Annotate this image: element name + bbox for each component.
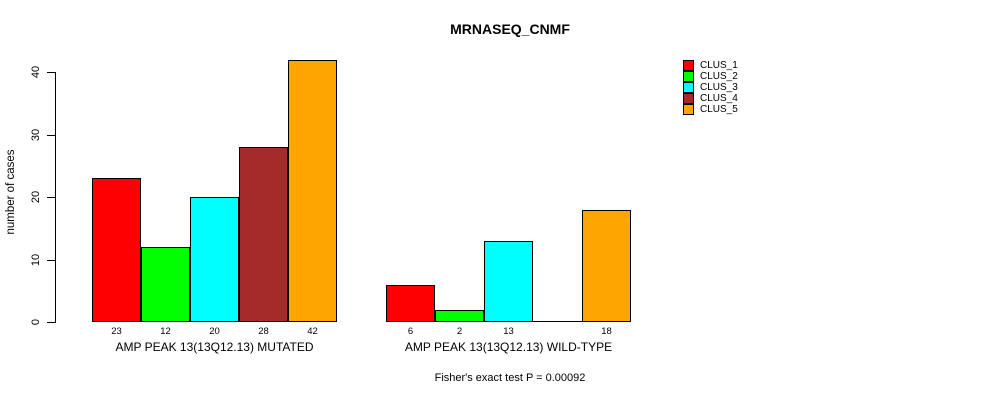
chart-title: MRNASEQ_CNMF [450, 21, 570, 37]
y-axis-tick-label: 0 [30, 318, 42, 326]
bar-value-label: 6 [407, 326, 414, 337]
bar-clus_2 [141, 247, 190, 322]
bar-clus_4 [239, 147, 288, 322]
y-axis-label: number of cases [5, 149, 17, 235]
bar-clus_1 [92, 178, 141, 322]
bar-clus_3 [190, 197, 239, 322]
y-axis-line [55, 72, 56, 323]
legend-color-swatch [683, 82, 694, 93]
bar-clus_4 [533, 321, 582, 322]
legend-color-swatch [683, 71, 694, 82]
bar-clus_2 [435, 309, 484, 322]
x-axis-group-label: AMP PEAK 13(13Q12.13) MUTATED [115, 340, 314, 354]
annotation-text: Fisher's exact test P = 0.00092 [434, 372, 586, 384]
legend-color-swatch [683, 104, 694, 115]
y-axis-tick-label: 40 [30, 65, 42, 79]
legend-item-label: CLUS_5 [700, 104, 738, 115]
y-axis-tick-label: 10 [30, 253, 42, 266]
y-axis-tick-label: 30 [30, 128, 42, 141]
y-axis-tick-label: 20 [30, 190, 42, 204]
bar-value-label: 28 [258, 326, 269, 337]
legend: CLUS_1 CLUS_2 CLUS_3 CLUS_4 CLUS_5 [683, 60, 738, 115]
bar-value-label: 2 [456, 326, 463, 337]
bar-value-label: 20 [209, 326, 220, 337]
legend-color-swatch [683, 60, 694, 71]
legend-item-label: CLUS_1 [700, 60, 738, 71]
y-axis-tick [47, 322, 55, 323]
y-axis-tick [47, 134, 55, 136]
legend-item-clus_3: CLUS_3 [683, 82, 738, 93]
bar-value-label: 18 [601, 326, 612, 337]
legend-item-clus_5: CLUS_5 [683, 104, 738, 115]
legend-item-label: CLUS_3 [700, 82, 738, 93]
bar-value-label: 42 [307, 326, 318, 337]
bar-value-label: 23 [111, 326, 122, 337]
bar-clus_5 [288, 59, 337, 322]
y-axis-tick [47, 197, 55, 198]
bar-value-label: 13 [503, 326, 514, 337]
plot-area: 23 12 20 28 42 AMP PEAK 13(13Q12.13) MUTATED 6… [55, 52, 655, 354]
y-axis-tick [47, 72, 55, 73]
bar-value-label: 12 [160, 326, 171, 337]
legend-item-label: CLUS_4 [700, 93, 738, 104]
y-axis-tick [47, 259, 55, 261]
bar-clus_3 [484, 240, 533, 322]
legend-item-clus_2: CLUS_2 [683, 71, 738, 82]
legend-color-swatch [683, 93, 694, 104]
legend-item-label: CLUS_2 [700, 71, 738, 82]
legend-item-clus_4: CLUS_4 [683, 93, 738, 104]
bar-clus_1 [386, 284, 435, 322]
x-axis-group-label: AMP PEAK 13(13Q12.13) WILD-TYPE [404, 340, 613, 354]
legend-item-clus_1: CLUS_1 [683, 60, 738, 71]
bar-clus_5 [582, 209, 631, 322]
